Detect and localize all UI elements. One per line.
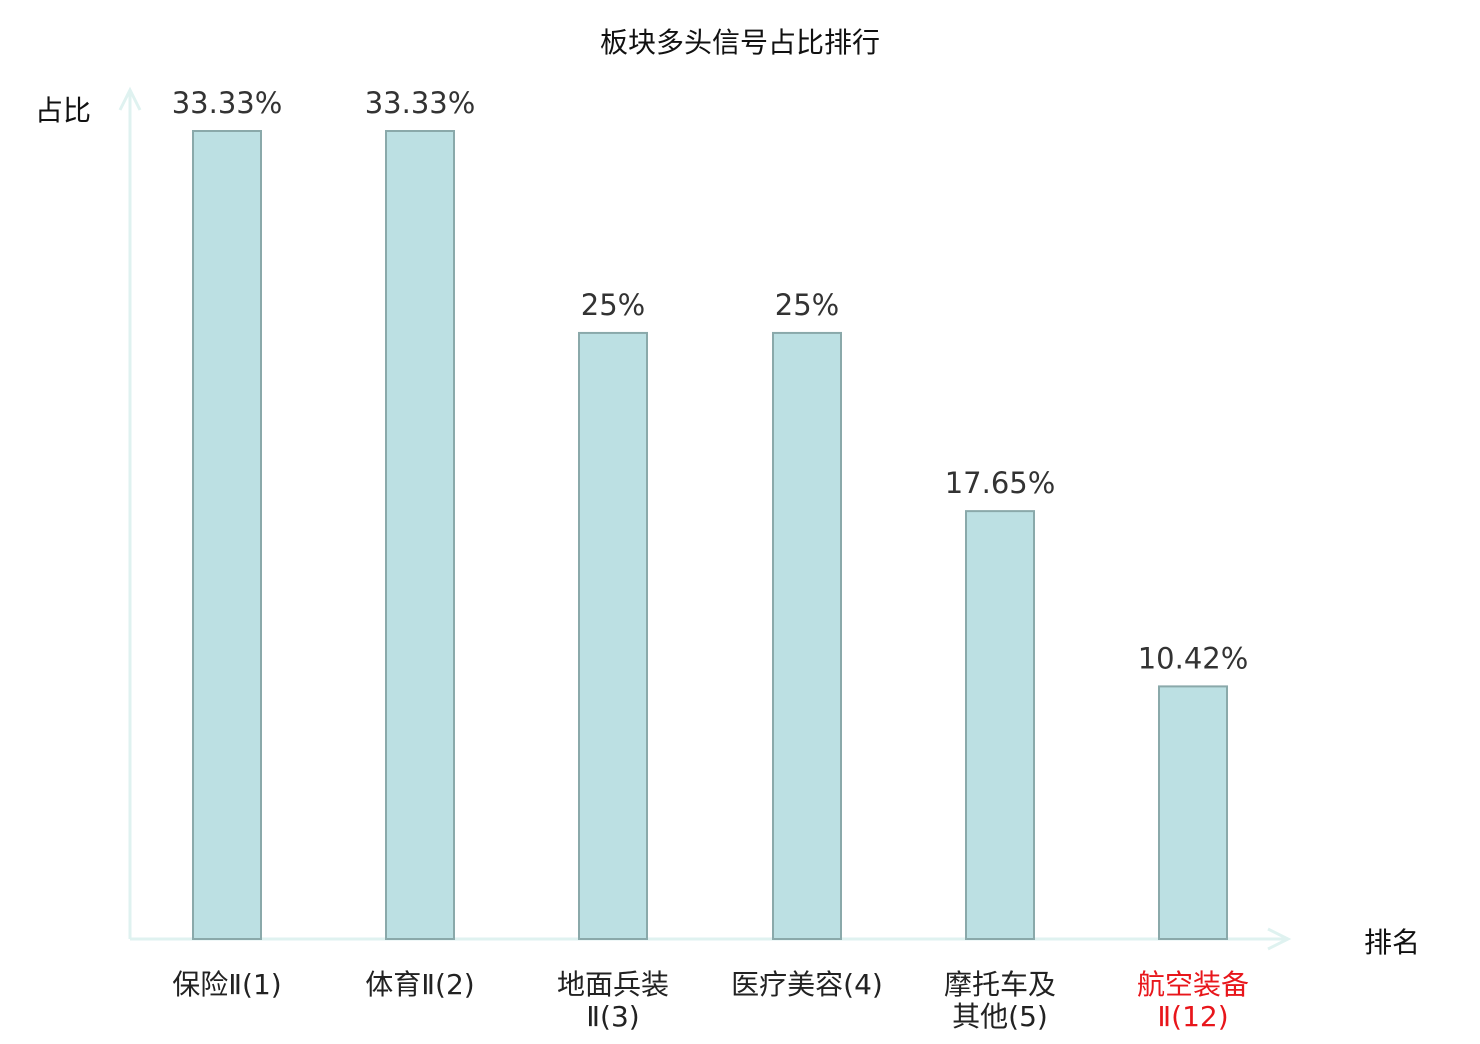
x-tick-label: Ⅱ(3) <box>586 1000 639 1033</box>
x-tick-label: 体育Ⅱ(2) <box>365 968 474 1001</box>
x-axis-arrow-icon <box>1267 927 1292 951</box>
bar <box>965 510 1035 940</box>
bar <box>772 331 842 940</box>
x-tick-label: Ⅱ(12) <box>1157 1000 1228 1033</box>
x-tick-label: 保险Ⅱ(1) <box>172 968 281 1001</box>
data-label: 25% <box>775 288 839 322</box>
bar <box>1158 685 1228 940</box>
x-axis-label: 排名 <box>1364 926 1420 959</box>
bar <box>578 331 648 940</box>
bar <box>192 130 262 940</box>
data-label: 33.33% <box>365 86 476 120</box>
data-label: 33.33% <box>172 86 283 120</box>
data-label: 17.65% <box>945 466 1056 500</box>
x-tick-label: 医疗美容(4) <box>731 968 883 1001</box>
x-tick-label: 地面兵装 <box>557 968 669 1001</box>
data-label: 25% <box>581 288 645 322</box>
bars <box>192 130 1228 940</box>
data-label: 10.42% <box>1138 641 1249 675</box>
x-tick-label: 摩托车及 <box>944 968 1056 1001</box>
y-axis-arrow-icon <box>118 86 142 111</box>
y-axis-label: 占比 <box>35 94 91 127</box>
x-tick-label: 其他(5) <box>952 1000 1048 1033</box>
axes <box>118 86 1292 951</box>
chart-title: 板块多头信号占比排行 <box>600 26 880 59</box>
bar <box>385 130 455 940</box>
x-tick-label: 航空装备 <box>1137 968 1249 1001</box>
